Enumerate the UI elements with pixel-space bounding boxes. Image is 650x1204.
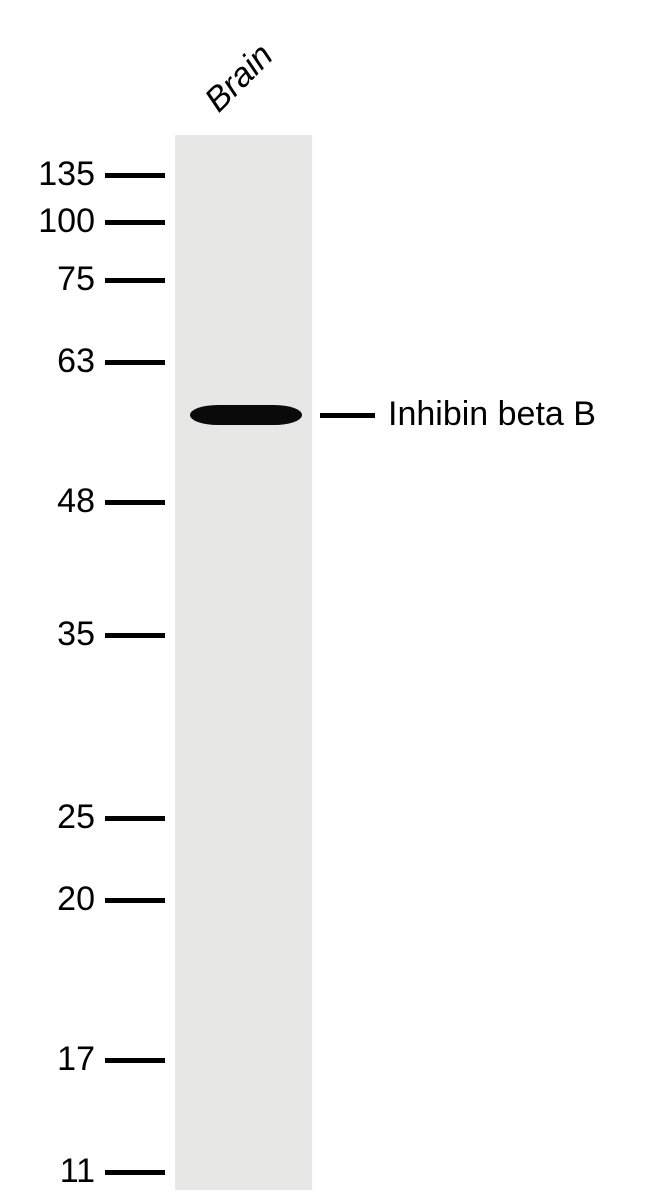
mw-tick [105,1058,165,1063]
mw-label: 135 [0,155,95,194]
mw-tick [105,816,165,821]
mw-label: 75 [0,260,95,299]
lane-label: Brain [197,36,281,120]
band-pointer-line [320,413,375,418]
mw-label: 100 [0,202,95,241]
blot-lane [175,135,315,1190]
mw-tick [105,500,165,505]
protein-band [190,405,302,425]
mw-tick [105,278,165,283]
mw-label: 25 [0,798,95,837]
band-label: Inhibin beta B [388,395,596,434]
mw-label: 48 [0,482,95,521]
blot-lane-highlight-edge [312,135,315,1190]
western-blot-figure: Brain 135 100 75 63 48 35 25 20 17 11 Inhibin bet… [0,0,650,1204]
mw-tick [105,173,165,178]
mw-label: 20 [0,880,95,919]
mw-tick [105,220,165,225]
mw-tick [105,1170,165,1175]
mw-tick [105,633,165,638]
mw-label: 63 [0,342,95,381]
mw-tick [105,898,165,903]
mw-label: 35 [0,615,95,654]
mw-tick [105,360,165,365]
mw-label: 17 [0,1040,95,1079]
mw-label: 11 [0,1152,95,1191]
